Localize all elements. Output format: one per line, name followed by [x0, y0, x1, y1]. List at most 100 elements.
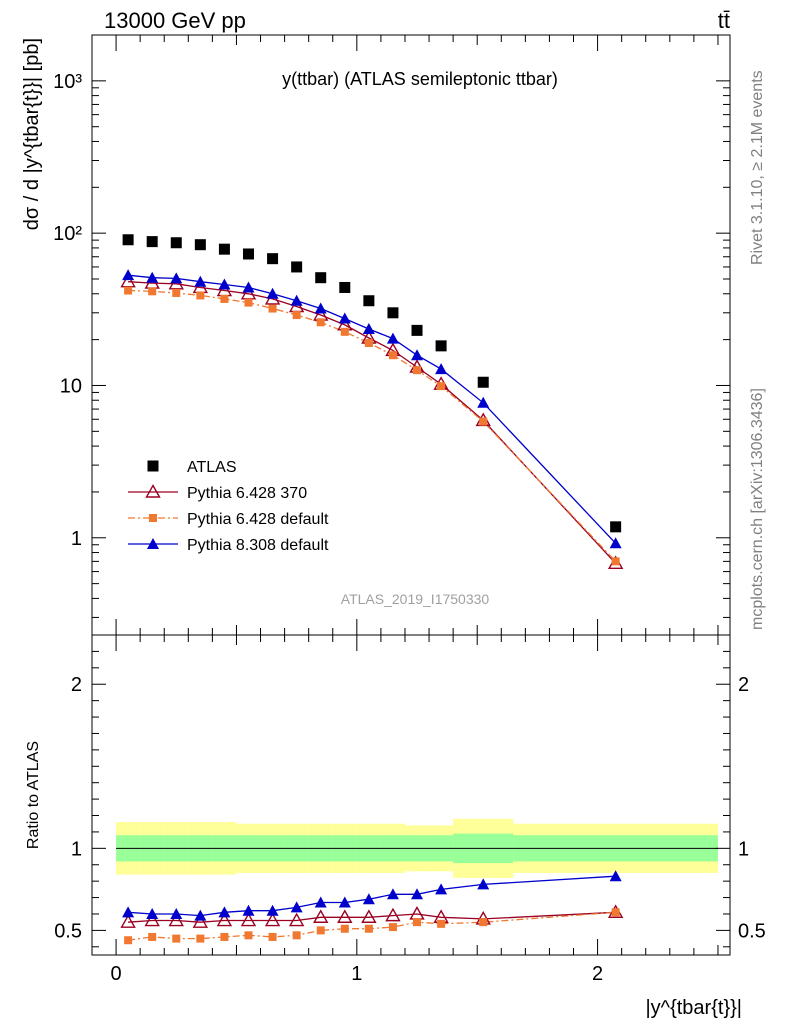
x-tick-label: 0: [111, 963, 122, 985]
x-tick-label: 1: [351, 963, 362, 985]
data-point-2: [220, 294, 229, 303]
data-point-2: [172, 288, 181, 297]
data-point-3: [242, 281, 255, 293]
ratio-point-0: [288, 912, 305, 927]
data-point-0: [315, 272, 327, 284]
ratio-y-tick-label: 0.5: [54, 920, 82, 942]
data-point-3: [477, 396, 490, 408]
ratio-point-0: [144, 912, 160, 927]
main-panel: 1 10 10² 10³ y(ttbar) (ATLAS semileptonic tt…: [21, 34, 731, 636]
data-point-3: [314, 302, 327, 314]
data-point-2: [196, 291, 205, 300]
ratio-point-2: [194, 909, 207, 921]
ratio-point-2: [122, 906, 135, 918]
ratio-point-2: [314, 896, 327, 908]
data-point-0: [435, 340, 447, 352]
y-tick-label: 10²: [53, 223, 82, 245]
data-point-2: [148, 287, 157, 296]
ratio-line-0: [128, 911, 616, 923]
ratio-point-0: [409, 906, 425, 920]
data-point-2: [244, 298, 253, 307]
data-point-0: [122, 234, 134, 246]
rivet-label: Rivet 3.1.10, ≥ 2.1M events: [749, 70, 766, 265]
data-point-2: [124, 286, 133, 295]
ratio-point-0: [120, 914, 136, 928]
ratio-point-2: [609, 870, 622, 882]
data-point-3: [122, 269, 135, 281]
mcplots-label: mcplots.cern.ch [arXiv:1306.3436]: [749, 388, 766, 630]
y-tick-label: 1: [71, 528, 82, 550]
ratio-point-1: [268, 932, 277, 941]
ratio-y-tick-label-right: 0.5: [738, 920, 766, 942]
data-point-2: [413, 366, 422, 375]
legend-label-1: Pythia 6.428 370: [187, 485, 307, 502]
x-axis-label: |y^{tbar{t}}|: [645, 997, 742, 1019]
ratio-frame: [91, 634, 731, 956]
ratio-point-2: [386, 888, 399, 900]
data-point-0: [411, 324, 423, 336]
ratio-point-1: [196, 934, 205, 943]
x-tick-label: 2: [592, 963, 603, 985]
ratio-y-tick-label-right: 2: [738, 674, 749, 696]
ratio-point-2: [362, 893, 375, 905]
data-point-3: [170, 272, 183, 284]
ratio-point-1: [316, 926, 325, 935]
data-point-3: [386, 332, 399, 344]
series-line-2: [128, 289, 617, 562]
energy-label: 13000 GeV pp: [104, 8, 246, 33]
data-point-0: [610, 521, 622, 533]
data-point-0: [218, 243, 230, 255]
ratio-point-1: [364, 924, 373, 933]
ratio-point-1: [388, 923, 397, 932]
y-tick-label: 10³: [53, 71, 82, 93]
ratio-point-2: [338, 896, 351, 908]
ratio-y-tick-label: 1: [71, 838, 82, 860]
ratio-y-axis-label: Ratio to ATLAS: [25, 741, 42, 849]
ratio-panel: 0.5 0.5 1 1 2 2 0 1 2 Ratio to ATLAS |y^{tbar{t}}|: [25, 634, 766, 1019]
data-point-2: [388, 351, 397, 360]
ratio-point-1: [437, 919, 446, 928]
ratio-point-1: [611, 908, 620, 917]
data-point-0: [146, 236, 158, 248]
legend-label-0: ATLAS: [187, 459, 237, 476]
data-point-3: [362, 322, 375, 334]
data-point-3: [338, 312, 351, 324]
data-point-2: [364, 339, 373, 348]
data-point-3: [609, 537, 622, 549]
ratio-point-1: [172, 934, 181, 943]
data-point-0: [387, 307, 399, 319]
ratio-point-2: [242, 904, 255, 916]
data-point-0: [477, 376, 489, 388]
ratio-line-2: [128, 875, 616, 917]
ratio-point-0: [361, 909, 377, 923]
legend-marker-2: [149, 514, 157, 522]
data-point-0: [170, 237, 182, 249]
ratio-point-0: [264, 912, 281, 927]
legend-label-2: Pythia 6.428 default: [187, 511, 329, 528]
data-point-0: [339, 281, 351, 293]
data-point-3: [266, 287, 279, 299]
data-point-0: [291, 261, 303, 273]
y-axis-label: dσ / d |y^{tbar{t}}| [pb]: [21, 38, 43, 230]
ratio-point-2: [435, 883, 448, 895]
data-point-2: [479, 417, 488, 426]
ratio-line-1: [128, 911, 616, 941]
ratio-point-1: [479, 918, 488, 927]
data-point-2: [437, 382, 446, 391]
data-point-2: [611, 557, 620, 566]
ratio-point-0: [337, 909, 353, 923]
ratio-point-0: [240, 912, 257, 927]
ratio-y-tick-label: 2: [71, 674, 82, 696]
data-point-3: [435, 363, 448, 375]
legend-label-3: Pythia 8.308 default: [187, 537, 329, 554]
ratio-point-0: [216, 912, 233, 927]
legend-marker-0: [147, 460, 159, 472]
ratio-y-tick-label-right: 1: [738, 838, 749, 860]
data-point-0: [267, 253, 279, 265]
y-tick-label: 10: [60, 375, 82, 397]
ratio-point-2: [170, 907, 183, 919]
ratio-point-2: [218, 906, 231, 918]
data-point-2: [340, 327, 349, 336]
ratio-point-1: [292, 931, 301, 940]
